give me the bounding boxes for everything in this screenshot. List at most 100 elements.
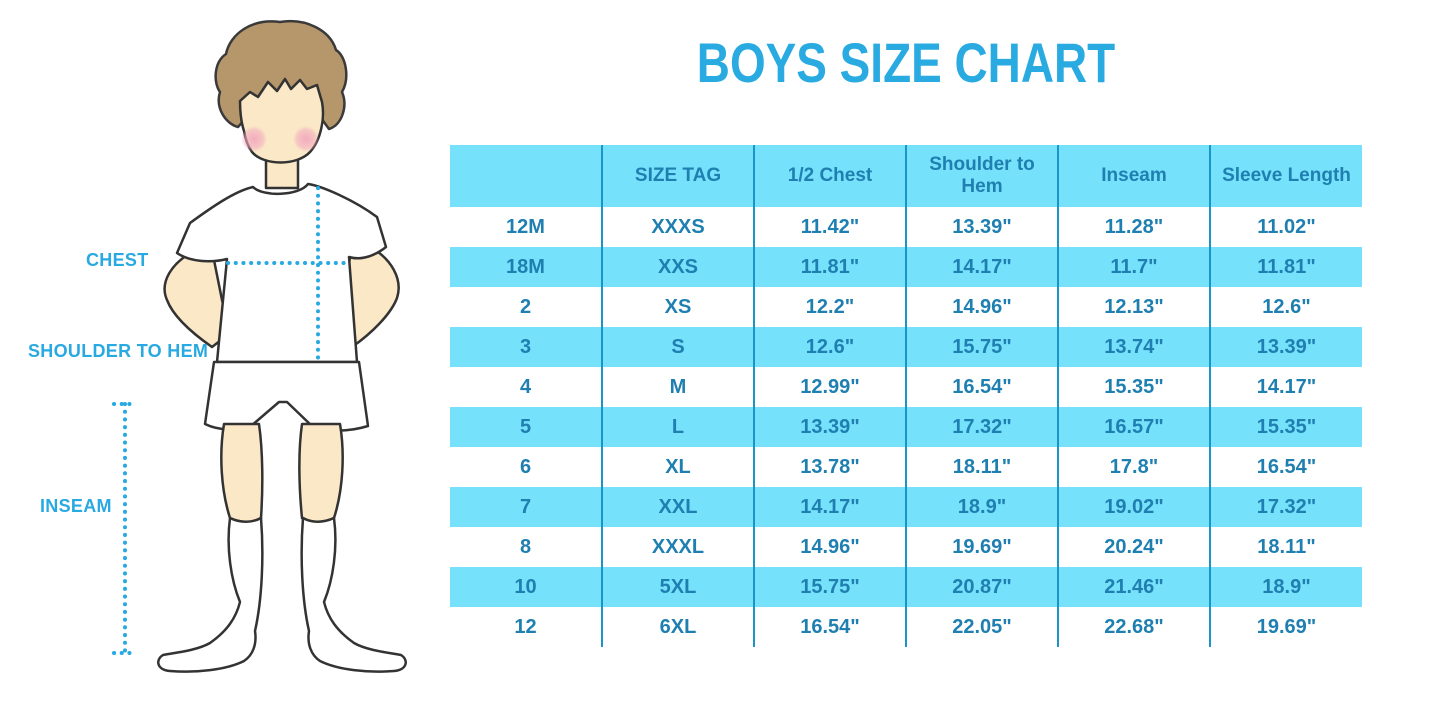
table-cell: 15.35" [1209,407,1362,447]
table-cell: 2 [519,295,532,318]
table-row: 12 6XL 16.54" 22.05" 22.68" 19.69" [450,607,1362,647]
boy-left-cheek [241,126,267,152]
table-cell: 14.17" [905,247,1058,287]
table-row: 8 XXXL 14.96" 19.69" 20.24" 18.11" [450,527,1362,567]
boy-right-sock [300,516,407,673]
table-cell: 13.78" [753,447,906,487]
size-table-body: 12M XXXS 11.42" 13.39" 11.28" 11.02" 18M XXS 11.… [450,207,1362,647]
table-cell: 16.54" [905,367,1058,407]
table-cell: XXL [601,487,754,527]
table-cell: 5 [450,407,602,447]
table-cell: 20.87" [905,567,1058,607]
table-cell: 11.42" [753,207,906,247]
table-cell: 12M [506,215,545,238]
table-cell: 11.7" [1057,247,1210,287]
table-cell: M [601,367,754,407]
table-row: 7 XXL 14.17" 18.9" 19.02" 17.32" [450,487,1362,527]
table-cell: 18M [450,247,602,287]
table-cell: 19.02" [1057,487,1210,527]
table-cell: 6XL [601,607,754,647]
table-row: 4 M 12.99" 16.54" 15.35" 14.17" [450,367,1362,407]
page-title: BOYS SIZE CHART [696,31,1116,94]
table-row: 12M XXXS 11.42" 13.39" 11.28" 11.02" [450,207,1362,247]
table-cell: 11.81" [1209,247,1362,287]
table-row: 3 S 12.6" 15.75" 13.74" 13.39" [450,327,1362,367]
table-cell: 4 [519,375,532,398]
table-cell: 5XL [601,567,754,607]
table-cell: XXXL [601,527,754,567]
table-cell: 18.11" [905,447,1058,487]
table-cell: 17.32" [905,407,1058,447]
table-cell: 16.57" [1057,407,1210,447]
header-cell-half-chest: 1/2 Chest [753,145,906,207]
header-row: SIZE TAG 1/2 Chest Shoulder to Hem Insea… [450,145,1362,207]
table-cell: 13.74" [1057,327,1210,367]
table-cell: 17.8" [1057,447,1210,487]
table-cell: 12.2" [753,287,906,327]
table-cell: 15.75" [905,327,1058,367]
table-cell: XL [601,447,754,487]
table-cell: S [601,327,754,367]
table-cell: 18.9" [1209,567,1362,607]
table-cell: 21.46" [1057,567,1210,607]
table-cell: 14.96" [753,527,906,567]
table-cell: 11.28" [1057,207,1210,247]
table-row: 18M XXS 11.81" 14.17" 11.7" 11.81" [450,247,1362,287]
header-cell-inseam: Inseam [1057,145,1210,207]
chest-label: CHEST [86,250,149,270]
table-cell: 16.54" [1209,447,1362,487]
header-cell-shoulder-to-hem: Shoulder to Hem [905,145,1058,207]
table-cell: 8 [519,535,532,558]
table-cell: 15.75" [753,567,906,607]
table-cell: XS [601,287,754,327]
table-row: 6 XL 13.78" 18.11" 17.8" 16.54" [450,447,1362,487]
table-cell: 12.6" [1209,287,1362,327]
boy-left-arm [163,248,232,349]
header-cell-sleeve-length: Sleeve Length [1209,145,1362,207]
table-cell: 18.11" [1209,527,1362,567]
table-row: 10 5XL 15.75" 20.87" 21.46" 18.9" [450,567,1362,607]
table-cell: 19.69" [1209,607,1362,647]
table-cell: 16.54" [753,607,906,647]
table-cell: 13.39" [905,207,1058,247]
table-cell: 17.32" [1209,487,1362,527]
boy-shorts [203,360,370,432]
table-cell: 13.39" [753,407,906,447]
table-row: 5 L 13.39" 17.32" 16.57" 15.35" [450,407,1362,447]
table-cell: 12.99" [753,367,906,407]
table-cell: 11.81" [753,247,906,287]
boy-illustration [112,19,407,673]
table-cell: 15.35" [1057,367,1210,407]
table-cell: L [601,407,754,447]
header-cell-size-tag: SIZE TAG [601,145,754,207]
table-cell: 6 [519,455,532,478]
table-cell: XXXS [601,207,754,247]
table-cell: 11.02" [1209,207,1362,247]
table-cell: 7 [450,487,602,527]
table-row: 2 XS 12.2" 14.96" 12.13" 12.6" [450,287,1362,327]
shoulder-to-hem-label: SHOULDER TO HEM [28,341,209,361]
boy-left-sock [157,516,264,673]
table-cell: 14.96" [905,287,1058,327]
inseam-measure-line [112,402,139,655]
header-cell-size [450,145,602,207]
table-cell: 22.05" [905,607,1058,647]
boy-right-cheek [293,126,319,152]
table-cell: 13.39" [1209,327,1362,367]
boy-shirt [175,182,388,364]
table-cell: 20.24" [1057,527,1210,567]
boy-left-leg [220,422,264,523]
inseam-label: INSEAM [40,496,112,516]
table-cell: 3 [450,327,602,367]
size-table: SIZE TAG 1/2 Chest Shoulder to Hem Insea… [450,145,1362,647]
table-cell: 14.17" [1209,367,1362,407]
table-cell: 18.9" [905,487,1058,527]
table-cell: 14.17" [753,487,906,527]
table-cell: 22.68" [1057,607,1210,647]
table-cell: 12.13" [1057,287,1210,327]
size-table-header: SIZE TAG 1/2 Chest Shoulder to Hem Insea… [450,145,1362,207]
table-cell: XXS [601,247,754,287]
table-cell: 12.6" [753,327,906,367]
table-cell: 10 [450,567,602,607]
